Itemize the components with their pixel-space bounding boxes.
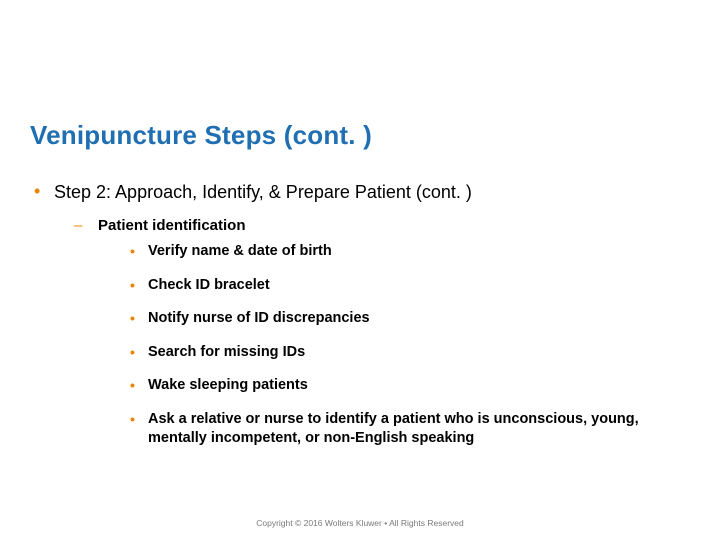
slide: Venipuncture Steps (cont. ) Step 2: Appr…: [0, 0, 720, 540]
copyright-footer: Copyright © 2016 Wolters Kluwer • All Ri…: [0, 518, 720, 528]
list-item: Ask a relative or nurse to identify a pa…: [30, 410, 690, 449]
list-item: Verify name & date of birth: [30, 242, 690, 262]
list-item: Check ID bracelet: [30, 276, 690, 296]
slide-title: Venipuncture Steps (cont. ): [30, 120, 372, 151]
step-heading: Step 2: Approach, Identify, & Prepare Pa…: [30, 182, 690, 203]
list-item: Notify nurse of ID discrepancies: [30, 309, 690, 329]
list-item: Search for missing IDs: [30, 343, 690, 363]
slide-content: Step 2: Approach, Identify, & Prepare Pa…: [30, 170, 690, 463]
step-subheading: Patient identification: [30, 217, 690, 234]
list-item: Wake sleeping patients: [30, 376, 690, 396]
